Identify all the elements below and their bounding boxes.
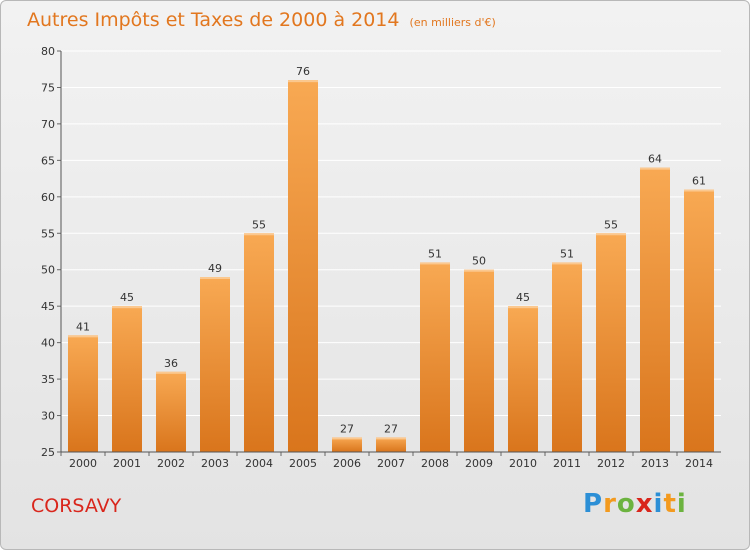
bar-2001: [112, 306, 142, 452]
data-label: 51: [428, 247, 442, 260]
data-label: 27: [340, 422, 354, 435]
commune-name: CORSAVY: [31, 495, 122, 517]
x-tick-label: 2011: [553, 457, 581, 470]
y-tick-label: 50: [41, 264, 55, 277]
y-tick-label: 55: [41, 227, 55, 240]
x-tick-label: 2010: [509, 457, 537, 470]
logo-letter: x: [635, 489, 654, 519]
y-tick-label: 40: [41, 337, 55, 350]
chart-title-text: Autres Impôts et Taxes de 2000 à 2014: [27, 9, 400, 31]
bar-2000: [68, 335, 98, 452]
data-label: 76: [296, 65, 310, 78]
bar-highlight: [200, 277, 230, 280]
x-tick-label: 2013: [641, 457, 669, 470]
x-tick-label: 2014: [685, 457, 713, 470]
axes: 25 30 35 40 45 50 55 60 65 70 75 80 2000 2001 2002 2003…: [41, 45, 721, 470]
bar-2011: [552, 262, 582, 452]
x-tick-label: 2001: [113, 457, 141, 470]
logo-letter: t: [663, 489, 677, 519]
bar-highlight: [640, 167, 670, 170]
bar-2004: [244, 233, 274, 452]
bar-highlight: [464, 269, 494, 272]
bar-2002: [156, 371, 186, 452]
logo-letter: i: [653, 489, 664, 519]
bar-highlight: [332, 437, 362, 440]
bar-2007: [376, 437, 406, 452]
y-tick-label: 25: [41, 446, 55, 459]
bar-2014: [684, 189, 714, 452]
y-tick-label: 35: [41, 373, 55, 386]
bar-highlight: [68, 335, 98, 338]
x-tick-label: 2003: [201, 457, 229, 470]
bar-highlight: [684, 189, 714, 192]
logo-letter: i: [676, 489, 687, 519]
bar-2005: [288, 80, 318, 452]
bar-highlight: [244, 233, 274, 236]
bar-highlight: [112, 306, 142, 309]
logo-letter: o: [616, 489, 636, 519]
y-tick-label: 30: [41, 410, 55, 423]
x-tick-label: 2006: [333, 457, 361, 470]
x-tick-label: 2004: [245, 457, 273, 470]
chart-subtitle: (en milliers d'€): [409, 16, 496, 29]
x-tick-label: 2008: [421, 457, 449, 470]
y-tick-label: 80: [41, 45, 55, 58]
data-label: 49: [208, 262, 222, 275]
bar-2013: [640, 167, 670, 452]
x-tick-label: 2005: [289, 457, 317, 470]
y-tick-label: 60: [41, 191, 55, 204]
x-tick-label: 2000: [69, 457, 97, 470]
data-label: 64: [648, 153, 662, 166]
x-tick-label: 2012: [597, 457, 625, 470]
x-tick-label: 2007: [377, 457, 405, 470]
bar-highlight: [156, 371, 186, 374]
data-label: 27: [384, 422, 398, 435]
bar-highlight: [552, 262, 582, 265]
bar-2003: [200, 277, 230, 452]
logo-letter: P: [583, 489, 604, 519]
bar-2009: [464, 269, 494, 452]
bar-2006: [332, 437, 362, 452]
proxiti-logo: Proxiti: [583, 489, 687, 519]
bar-highlight: [596, 233, 626, 236]
data-label: 36: [164, 357, 178, 370]
x-tick-label: 2002: [157, 457, 185, 470]
bar-highlight: [376, 437, 406, 440]
data-label: 45: [516, 291, 530, 304]
bar-2010: [508, 306, 538, 452]
y-tick-label: 45: [41, 300, 55, 313]
bar-highlight: [420, 262, 450, 265]
bar-2012: [596, 233, 626, 452]
bars: 41 45 36 49 55 76 27 27 51 50 45 51 55 64 61: [68, 65, 714, 452]
data-label: 41: [76, 320, 90, 333]
data-label: 45: [120, 291, 134, 304]
chart-title: Autres Impôts et Taxes de 2000 à 2014 (e…: [27, 9, 496, 31]
data-label: 51: [560, 247, 574, 260]
x-tick-label: 2009: [465, 457, 493, 470]
data-label: 55: [604, 218, 618, 231]
logo-letter: r: [603, 489, 617, 519]
bar-highlight: [288, 80, 318, 83]
data-label: 50: [472, 255, 486, 268]
data-label: 61: [692, 175, 706, 188]
bar-highlight: [508, 306, 538, 309]
y-tick-label: 70: [41, 118, 55, 131]
y-tick-label: 65: [41, 154, 55, 167]
data-label: 55: [252, 218, 266, 231]
y-tick-label: 75: [41, 81, 55, 94]
bar-2008: [420, 262, 450, 452]
